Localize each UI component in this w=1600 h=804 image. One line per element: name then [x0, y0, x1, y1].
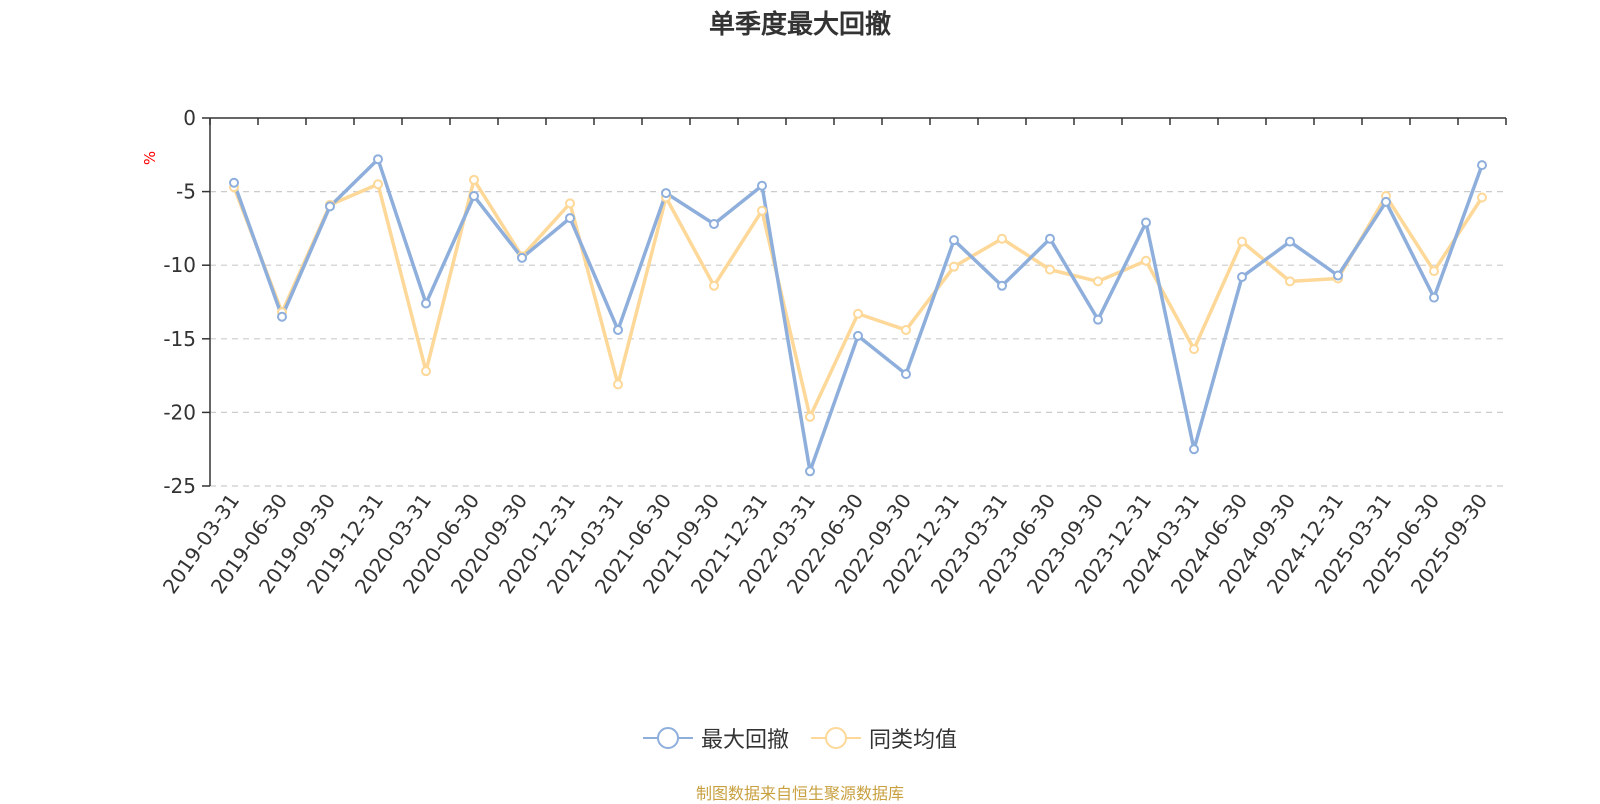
- data-point-max-drawdown: [1237, 271, 1247, 282]
- y-axis-unit-label: %: [141, 151, 159, 165]
- data-point-peer-average: [469, 174, 479, 185]
- series-line-peer-average: [232, 178, 1484, 419]
- data-point-peer-average: [805, 411, 815, 422]
- data-point-max-drawdown: [469, 191, 479, 202]
- y-tick-label: -20: [163, 400, 196, 424]
- chart-title: 单季度最大回撤: [708, 10, 891, 40]
- data-point-peer-average: [1285, 276, 1295, 287]
- data-point-max-drawdown: [373, 154, 383, 165]
- data-point-max-drawdown: [421, 298, 431, 309]
- data-point-max-drawdown: [1141, 217, 1151, 228]
- data-point-peer-average: [1477, 192, 1487, 203]
- legend-label-peer-average: 同类均值: [869, 728, 958, 753]
- data-point-peer-average: [949, 261, 959, 272]
- data-point-peer-average: [1189, 344, 1199, 355]
- data-point-max-drawdown: [757, 180, 767, 191]
- data-point-peer-average: [1093, 276, 1103, 287]
- data-point-max-drawdown: [1093, 314, 1103, 325]
- data-point-max-drawdown: [229, 177, 239, 188]
- data-point-peer-average: [709, 280, 719, 291]
- data-point-peer-average: [1429, 266, 1439, 277]
- data-point-max-drawdown: [1333, 270, 1343, 281]
- legend-item-peer-average[interactable]: 同类均值: [811, 722, 957, 754]
- data-point-max-drawdown: [661, 188, 671, 199]
- data-point-peer-average: [757, 205, 767, 216]
- data-point-max-drawdown: [325, 201, 335, 212]
- data-point-max-drawdown: [853, 330, 863, 341]
- data-point-max-drawdown: [709, 218, 719, 229]
- data-point-max-drawdown: [805, 466, 815, 477]
- line-chart: 0-5-10-15-20-252019-03-312019-06-302019-…: [141, 106, 1507, 598]
- legend-label-max-drawdown: 最大回撤: [700, 728, 789, 753]
- data-point-peer-average: [1045, 264, 1055, 275]
- y-tick-label: -15: [163, 327, 196, 351]
- legend-item-max-drawdown[interactable]: 最大回撤: [642, 722, 789, 754]
- data-point-max-drawdown: [613, 324, 623, 335]
- legend: 最大回撤 同类均值: [0, 722, 1600, 754]
- data-point-max-drawdown: [901, 369, 911, 380]
- data-point-peer-average: [373, 179, 383, 190]
- data-point-peer-average: [421, 366, 431, 377]
- legend-symbol-max-drawdown: [642, 727, 693, 749]
- y-tick-label: -25: [163, 474, 196, 498]
- data-point-max-drawdown: [517, 252, 527, 263]
- data-point-max-drawdown: [949, 235, 959, 246]
- data-point-peer-average: [853, 308, 863, 319]
- data-point-peer-average: [565, 198, 575, 209]
- data-point-max-drawdown: [565, 213, 575, 224]
- data-point-peer-average: [997, 233, 1007, 244]
- data-point-peer-average: [613, 379, 623, 390]
- legend-symbol-peer-average: [811, 727, 861, 749]
- data-point-max-drawdown: [1429, 292, 1439, 303]
- y-tick-label: -10: [163, 253, 196, 277]
- data-point-peer-average: [901, 324, 911, 335]
- data-point-max-drawdown: [1189, 444, 1199, 455]
- data-point-peer-average: [1141, 255, 1151, 266]
- y-tick-label: -5: [176, 180, 196, 204]
- data-point-max-drawdown: [1381, 196, 1391, 207]
- data-point-max-drawdown: [1477, 160, 1487, 171]
- data-point-max-drawdown: [277, 311, 287, 322]
- data-source-note: 制图数据来自恒生聚源数据库: [695, 784, 904, 803]
- data-point-max-drawdown: [1045, 233, 1055, 244]
- data-point-max-drawdown: [1285, 236, 1295, 247]
- y-tick-label: 0: [183, 106, 196, 130]
- data-point-max-drawdown: [997, 280, 1007, 291]
- data-point-peer-average: [1237, 236, 1247, 247]
